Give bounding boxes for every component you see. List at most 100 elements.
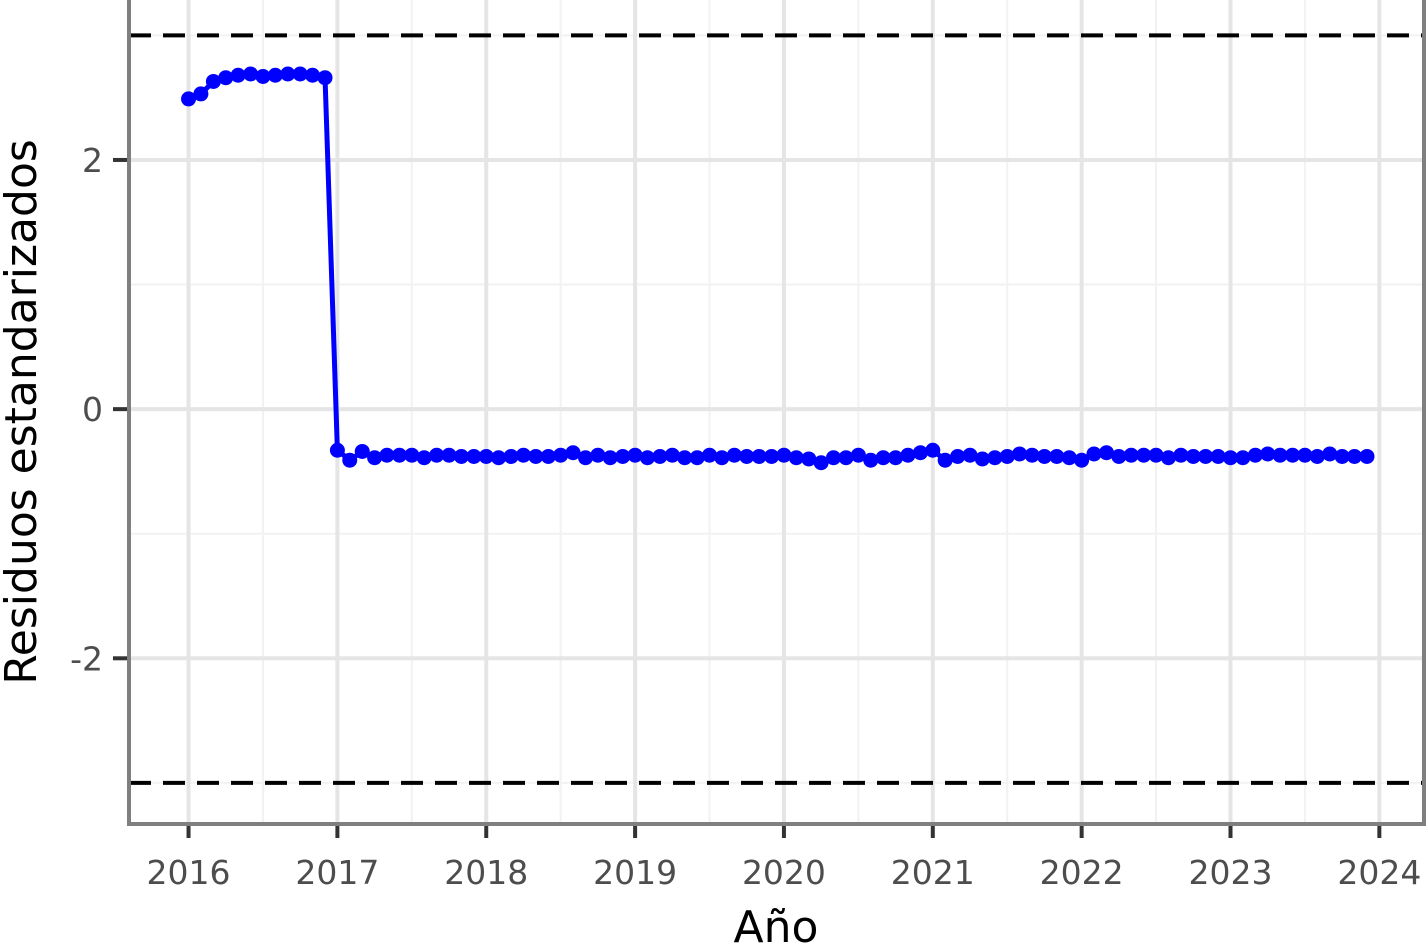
data-point [243,66,259,82]
reference-lines [129,33,1424,785]
data-point [553,447,569,463]
data-point [702,447,718,463]
x-tick-label: 2016 [147,853,231,892]
data-point [193,86,209,102]
data-point [329,442,345,458]
data-point [1123,447,1139,463]
data-point [1235,450,1251,466]
x-tick-labels: 2016 2017 2018 2019 2020 2021 2022 2023 2024 [147,853,1422,892]
data-point [689,450,705,466]
data-point [1111,448,1127,464]
data-point [987,450,1003,466]
data-point [503,448,519,464]
data-point [826,450,842,466]
data-point [1334,448,1350,464]
data-point [441,447,457,463]
data-point [1074,452,1090,468]
data-point [354,443,370,459]
data-point [1136,447,1152,463]
data-point [1285,447,1301,463]
data-point [578,450,594,466]
x-tick-label: 2018 [444,853,528,892]
data-point [491,450,507,466]
data-point [1322,446,1338,462]
data-point [1099,445,1115,461]
panel-border [127,0,1426,826]
data-point [1222,450,1238,466]
data-point [367,450,383,466]
x-axis-title: Año [734,902,819,952]
data-point [218,70,234,86]
data-point [181,91,197,107]
data-point [739,448,755,464]
data-point [391,447,407,463]
x-tick-label: 2023 [1189,853,1273,892]
data-point [664,447,680,463]
data-point [1012,446,1028,462]
series-group [181,66,1375,471]
data-point [813,455,829,471]
data-point [1346,448,1362,464]
data-point [1160,450,1176,466]
y-tick-label: 2 [82,141,103,180]
data-point [974,451,990,467]
data-point [1061,450,1077,466]
data-point [1210,448,1226,464]
data-point [416,450,432,466]
data-point [280,66,296,82]
data-point [1297,447,1313,463]
data-point [429,447,445,463]
y-tick-label: -2 [70,639,103,678]
data-point [453,448,469,464]
data-point [1359,448,1375,464]
data-point [466,448,482,464]
data-point [850,447,866,463]
data-point [317,70,333,86]
data-point [528,448,544,464]
data-point [863,452,879,468]
axis-ticks [113,157,1382,838]
data-point [305,67,321,83]
data-point [255,68,271,84]
data-point [751,448,767,464]
data-point [540,448,556,464]
y-tick-labels: -2 0 2 [70,141,103,678]
data-point [639,450,655,466]
data-point [1173,447,1189,463]
data-point [478,448,494,464]
x-tick-label: 2022 [1040,853,1124,892]
data-point [1024,447,1040,463]
data-point [230,67,246,83]
data-point [888,450,904,466]
data-point [590,447,606,463]
data-point [1247,447,1263,463]
series-line [187,71,1367,466]
major-gridlines [129,0,1424,824]
y-tick-label: 0 [82,390,103,429]
x-tick-label: 2019 [593,853,677,892]
data-point [267,67,283,83]
x-tick-label: 2021 [891,853,975,892]
data-point [726,447,742,463]
data-point [342,452,358,468]
x-tick-label: 2020 [742,853,826,892]
data-point [515,447,531,463]
data-point [1148,447,1164,463]
data-point [950,448,966,464]
data-point [1198,448,1214,464]
data-point [379,447,395,463]
data-point [652,448,668,464]
data-point [677,450,693,466]
data-point [764,448,780,464]
data-point [1260,446,1276,462]
data-point [962,447,978,463]
x-tick-label: 2017 [295,853,379,892]
data-point [1036,448,1052,464]
data-point [801,451,817,467]
data-point [912,445,928,461]
data-point [205,73,221,89]
data-point [838,450,854,466]
data-point [292,66,308,82]
data-point [1272,447,1288,463]
